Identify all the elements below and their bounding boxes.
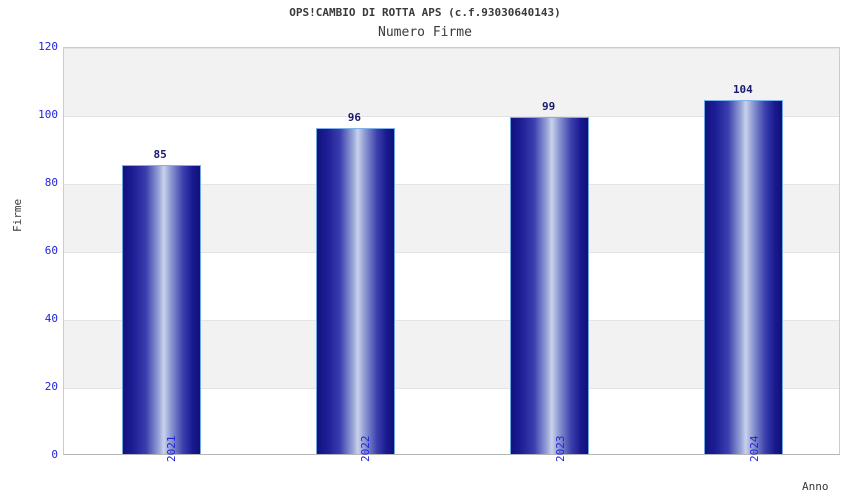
y-tick-label: 120 <box>38 40 58 53</box>
gridline <box>64 116 839 117</box>
gridline <box>64 252 839 253</box>
y-tick-label: 0 <box>51 448 58 461</box>
bar[interactable] <box>121 165 201 454</box>
bar-value-label: 99 <box>542 100 556 114</box>
bar-value-label: 85 <box>153 148 167 161</box>
bar[interactable] <box>704 100 784 454</box>
gridline <box>64 320 839 321</box>
y-tick-label: 40 <box>44 312 58 325</box>
gridline <box>64 184 839 185</box>
gridline <box>64 388 839 389</box>
chart-subtitle: Numero Firme <box>378 25 472 40</box>
gridline <box>64 48 839 49</box>
bar-value-label: 96 <box>347 110 361 124</box>
chart-title: OPS!CAMBIO DI ROTTA APS (c.f.93030640143… <box>289 6 561 19</box>
y-axis-ticks: 0 20 40 60 80 100 120 <box>0 40 58 461</box>
plot-area <box>63 47 840 455</box>
x-axis-title: Anno <box>802 480 829 493</box>
bar-value-label: 104 <box>732 83 753 97</box>
x-tick-label: 2021 <box>165 435 179 463</box>
y-tick-label: 20 <box>44 380 58 393</box>
bar[interactable] <box>315 127 395 454</box>
y-tick-label: 60 <box>44 244 58 257</box>
y-tick-label: 100 <box>38 108 58 121</box>
y-axis-title: Firme <box>11 198 24 232</box>
y-tick-label: 80 <box>44 176 58 189</box>
x-tick-label: 2023 <box>553 435 567 463</box>
x-tick-label: 2022 <box>359 435 373 463</box>
bar[interactable] <box>510 117 590 454</box>
x-tick-label: 2024 <box>747 435 761 463</box>
